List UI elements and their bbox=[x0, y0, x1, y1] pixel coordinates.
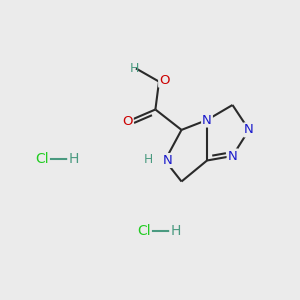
Text: N: N bbox=[163, 154, 172, 167]
Text: Cl: Cl bbox=[137, 224, 151, 238]
Text: N: N bbox=[202, 113, 212, 127]
Text: H: H bbox=[68, 152, 79, 166]
Text: N: N bbox=[228, 149, 237, 163]
Text: H: H bbox=[130, 62, 139, 75]
Text: Cl: Cl bbox=[35, 152, 49, 166]
Text: H: H bbox=[144, 153, 153, 166]
Text: N: N bbox=[244, 123, 254, 136]
Text: O: O bbox=[122, 115, 133, 128]
Text: H: H bbox=[170, 224, 181, 238]
Text: O: O bbox=[159, 74, 170, 87]
